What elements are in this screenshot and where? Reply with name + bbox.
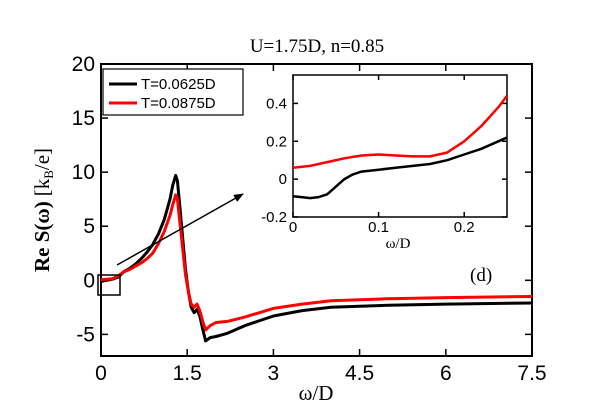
x-tick-label: 0.2: [454, 219, 475, 236]
y-tick-label: 0.4: [266, 95, 287, 112]
zoom-arrow: [116, 193, 244, 266]
main-y-axis-label: Re S(ω) [kB/e]: [30, 148, 56, 272]
x-tick-label: 0.1: [368, 219, 389, 236]
inset-y-axis: -0.2 0 0.2 0.4: [261, 95, 507, 226]
main-x-axis: 0 1.5 3 4.5 6 7.5: [95, 64, 547, 385]
y-tick-label: 0: [83, 269, 95, 292]
legend-box: [102, 68, 244, 116]
chart-title: U=1.75D, n=0.85: [250, 36, 384, 57]
x-tick-label: 0: [95, 362, 107, 385]
y-label-sub: B: [41, 170, 56, 179]
y-tick-label: 5: [83, 215, 95, 238]
y-label-unit: [k: [30, 178, 54, 196]
x-tick-label: 7.5: [517, 362, 546, 385]
panel-label: (d): [470, 265, 492, 286]
legend-label-t0875: T=0.0875D: [141, 95, 216, 112]
inset-series-group: [292, 95, 508, 200]
inset-x-axis-label: ω/D: [386, 236, 411, 252]
main-series-group: [100, 173, 533, 343]
inset-plot-area: 0 0.1 0.2 -0.200.20.4: [261, 74, 508, 236]
series-line-1: [292, 95, 508, 170]
y-tick-label: 20: [72, 53, 95, 76]
main-y-axis: -5 0 5 10 15 20: [72, 53, 532, 346]
y-label-end: /e]: [30, 148, 54, 170]
x-tick-label: 4.5: [345, 362, 374, 385]
inset-x-axis: 0 0.1 0.2: [289, 75, 475, 236]
x-tick-label: 0: [289, 219, 297, 236]
y-tick-label: 15: [72, 107, 95, 130]
y-tick-label: -5: [76, 323, 95, 346]
x-tick-label: 6: [440, 362, 452, 385]
legend-label-t0625: T=0.0625D: [141, 76, 216, 93]
y-tick-label: 0: [279, 171, 287, 188]
x-tick-label: 1.5: [173, 362, 202, 385]
series-line-1: [100, 193, 533, 332]
y-tick-label: 10: [72, 161, 95, 184]
main-x-axis-label: ω/D: [299, 381, 334, 405]
x-tick-label: 3: [268, 362, 280, 385]
legend: T=0.0625D T=0.0875D: [102, 68, 244, 116]
zoom-box: [97, 274, 121, 296]
y-label-main: Re S(ω): [30, 201, 54, 272]
y-tick-label: 0.2: [266, 133, 287, 150]
y-tick-label: -0.2: [261, 209, 287, 226]
main-plot-frame: [100, 63, 533, 357]
series-line-0: [292, 136, 508, 200]
